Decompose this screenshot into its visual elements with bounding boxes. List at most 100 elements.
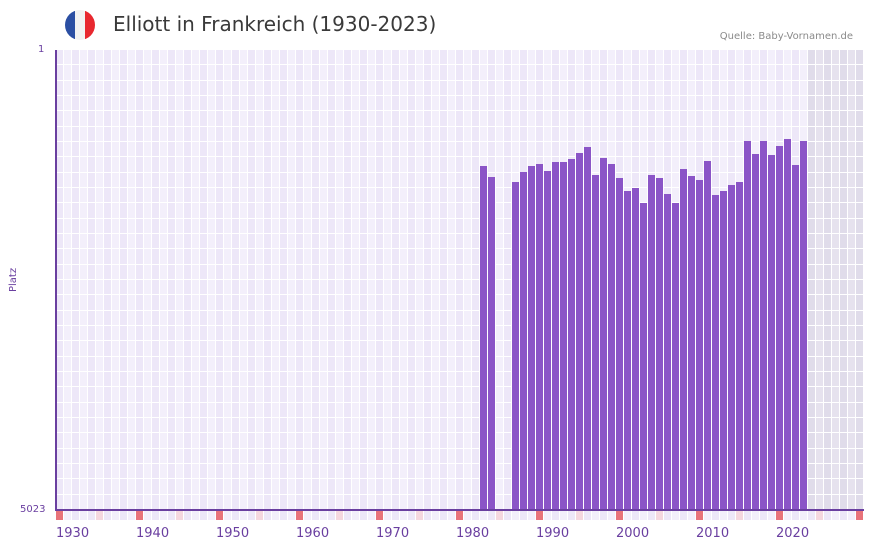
bar-2009[interactable] [688, 176, 695, 510]
grid-cell [256, 264, 264, 280]
grid-cell [416, 402, 424, 418]
bar-2023[interactable] [800, 141, 807, 510]
bar-2005[interactable] [656, 178, 663, 510]
year-tick [680, 511, 687, 520]
grid-cell [240, 172, 248, 188]
bar-2018[interactable] [760, 141, 767, 510]
grid-cell [840, 233, 848, 250]
bar-2000[interactable] [616, 178, 623, 510]
grid-cell [192, 172, 200, 188]
bar-2008[interactable] [680, 169, 687, 510]
bar-2015[interactable] [736, 182, 743, 510]
grid-cell [168, 187, 176, 204]
bar-1984[interactable] [488, 177, 495, 510]
grid-cell [376, 463, 384, 480]
bar-2003[interactable] [640, 203, 647, 510]
grid-cell [240, 279, 248, 296]
grid-cell [424, 448, 432, 464]
bar-2012[interactable] [712, 195, 719, 510]
grid-cell [176, 50, 184, 66]
grid-cell [840, 172, 848, 188]
bar-2007[interactable] [672, 203, 679, 510]
grid-cell [816, 279, 824, 296]
grid-cell [336, 80, 344, 96]
grid-cell [680, 65, 688, 81]
bar-2004[interactable] [648, 175, 655, 510]
bar-1993[interactable] [560, 162, 567, 510]
bar-1999[interactable] [608, 164, 615, 510]
grid-cell [168, 387, 176, 403]
grid-cell [264, 387, 272, 403]
bar-1990[interactable] [536, 164, 543, 510]
bar-1996[interactable] [584, 147, 591, 510]
grid-cell [64, 279, 72, 296]
grid-cell [424, 433, 432, 449]
grid-cell [664, 111, 672, 127]
grid-cell [72, 249, 80, 265]
bar-1989[interactable] [528, 166, 535, 510]
bar-1987[interactable] [512, 182, 519, 510]
bar-1988[interactable] [520, 172, 527, 510]
bar-2013[interactable] [720, 191, 727, 510]
year-tick [656, 511, 663, 520]
grid-cell [336, 463, 344, 480]
bar-2011[interactable] [704, 161, 711, 510]
bar-2001[interactable] [624, 191, 631, 510]
grid-cell [520, 141, 528, 158]
bar-1997[interactable] [592, 175, 599, 510]
grid-cell [112, 172, 120, 188]
bar-1991[interactable] [544, 171, 551, 510]
year-tick [696, 511, 703, 520]
grid-cell [792, 126, 800, 142]
grid-cell [304, 341, 312, 357]
grid-cell [192, 111, 200, 127]
grid-cell [464, 126, 472, 142]
bar-1998[interactable] [600, 158, 607, 510]
bar-2020[interactable] [776, 146, 783, 510]
grid-cell [760, 65, 768, 81]
grid-cell [824, 448, 832, 464]
grid-cell [240, 187, 248, 204]
grid-cell [272, 172, 280, 188]
bar-2022[interactable] [792, 165, 799, 510]
bar-2014[interactable] [728, 185, 735, 510]
grid-cell [808, 126, 816, 142]
grid-cell [272, 50, 280, 66]
grid-cell [344, 80, 352, 96]
grid-cell [424, 295, 432, 311]
grid-cell [496, 310, 504, 326]
x-tick-label: 1980 [456, 526, 490, 541]
bar-1983[interactable] [480, 166, 487, 510]
bar-2002[interactable] [632, 188, 639, 510]
bar-2016[interactable] [744, 141, 751, 510]
grid-cell [832, 463, 840, 480]
bar-1994[interactable] [568, 159, 575, 510]
grid-cell [592, 50, 600, 66]
grid-cell [400, 264, 408, 280]
grid-cell [88, 448, 96, 464]
bar-2010[interactable] [696, 180, 703, 510]
grid-cell [840, 371, 848, 388]
grid-cell [112, 111, 120, 127]
bar-1995[interactable] [576, 153, 583, 510]
grid-cell [64, 387, 72, 403]
grid-cell [856, 279, 864, 296]
grid-cell [264, 264, 272, 280]
bar-2006[interactable] [664, 194, 671, 510]
grid-cell [192, 417, 200, 434]
bar-2017[interactable] [752, 154, 759, 510]
grid-cell [352, 203, 360, 219]
grid-cell [472, 233, 480, 250]
grid-cell [352, 463, 360, 480]
grid-cell [472, 203, 480, 219]
grid-cell [424, 402, 432, 418]
grid-cell [808, 141, 816, 158]
grid-cell [816, 111, 824, 127]
grid-cell [584, 50, 592, 66]
grid-cell [128, 295, 136, 311]
bar-2021[interactable] [784, 139, 791, 510]
bar-1992[interactable] [552, 162, 559, 510]
grid-cell [120, 264, 128, 280]
bar-2019[interactable] [768, 155, 775, 510]
grid-cell [224, 310, 232, 326]
